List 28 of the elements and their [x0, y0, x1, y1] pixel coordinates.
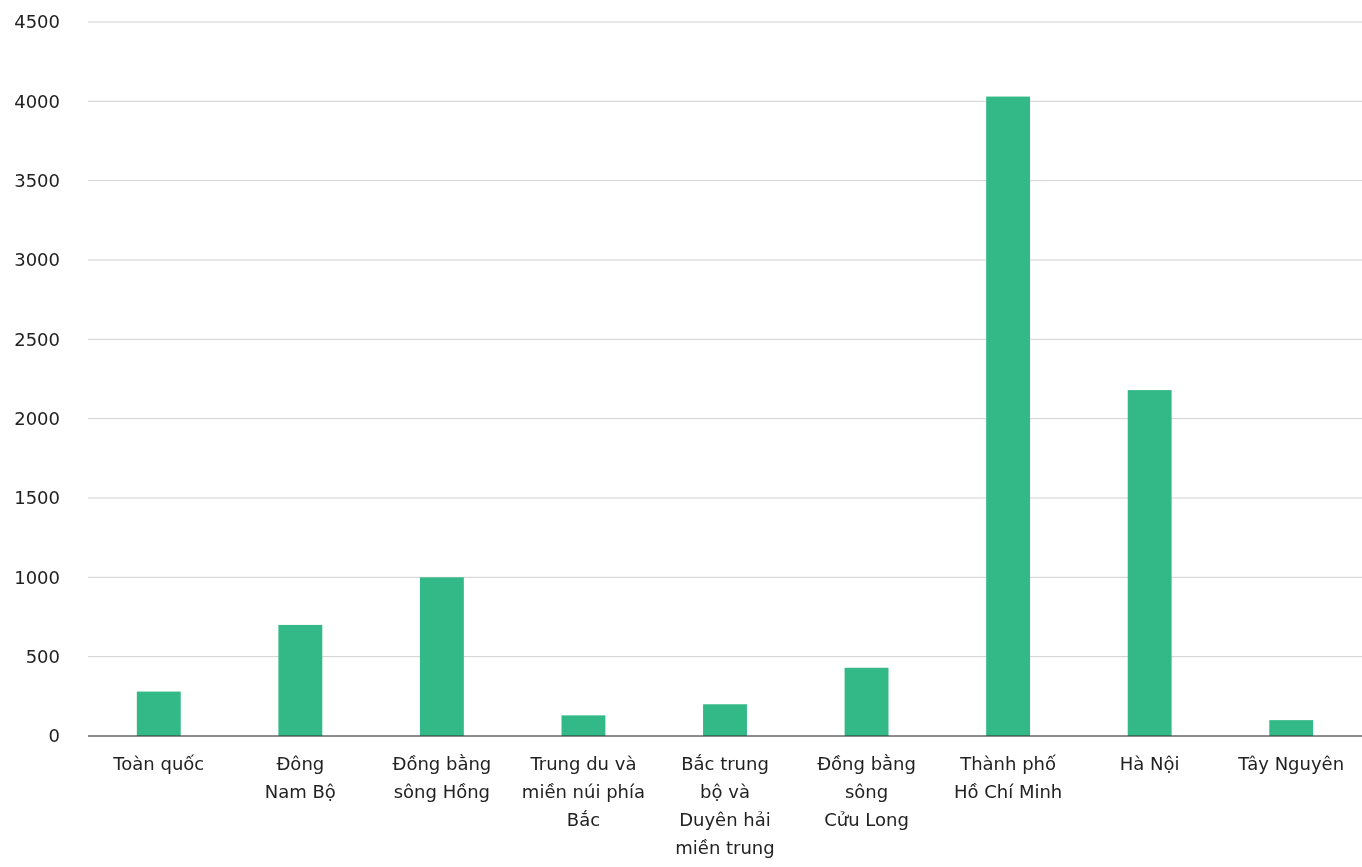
y-tick-label: 3000	[14, 249, 60, 271]
y-tick-label: 1500	[14, 487, 60, 509]
bar	[561, 715, 606, 736]
y-tick-label: 1000	[14, 566, 60, 588]
y-tick-label: 3500	[14, 169, 60, 191]
y-tick-label: 4500	[14, 11, 60, 33]
x-tick-label: Tây Nguyên	[1237, 753, 1345, 774]
bar	[844, 667, 889, 736]
y-tick-label: 4000	[14, 90, 60, 112]
bar	[1127, 390, 1172, 736]
y-tick-label: 2000	[14, 407, 60, 429]
x-tick-label: Hà Nội	[1119, 753, 1180, 774]
bar	[703, 704, 747, 736]
y-tick-label: 2500	[14, 328, 60, 350]
bar	[1269, 720, 1314, 736]
x-tick-label: Đồng bằng sông Cửu Long	[817, 753, 916, 830]
bar	[136, 691, 181, 736]
y-tick-label: 0	[48, 725, 60, 747]
x-tick-label: Đông Nam Bộ	[264, 753, 336, 802]
x-tick-label: Trung du và miền núi phía Bắc	[521, 753, 646, 830]
x-tick-label: Bắc trung bộ và Duyên hải miền trung	[675, 753, 775, 858]
x-tick-label: Thành phố Hồ Chí Minh	[953, 753, 1063, 802]
x-tick-label: Đồng bằng sông Hồng	[392, 753, 492, 802]
bar	[278, 624, 323, 736]
x-tick-label: Toàn quốc	[112, 753, 205, 774]
bar	[986, 96, 1031, 736]
y-tick-label: 500	[25, 645, 60, 667]
bar	[419, 577, 464, 736]
